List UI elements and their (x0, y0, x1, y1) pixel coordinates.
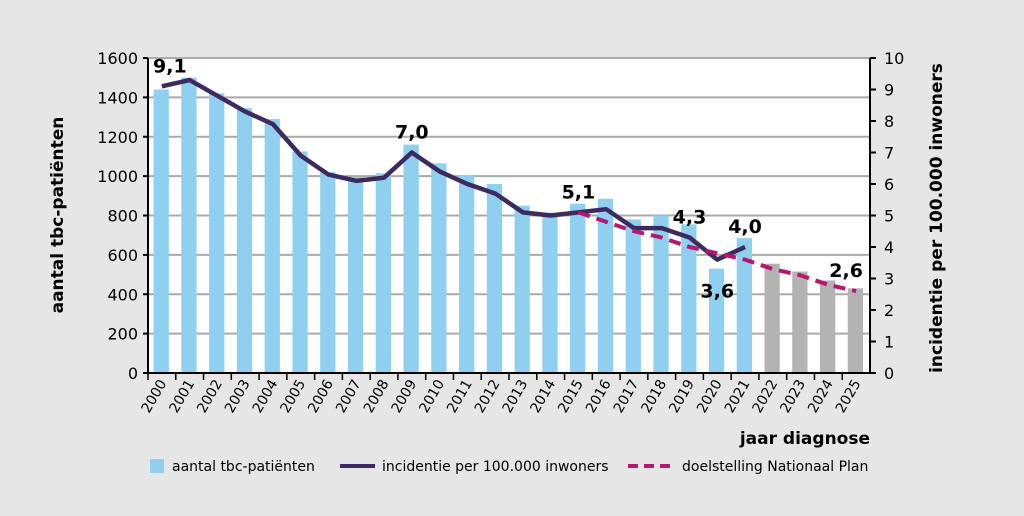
x-tick-label: 2017 (611, 377, 643, 416)
y2-tick-label: 5 (884, 207, 894, 226)
y2-tick-label: 6 (884, 175, 894, 194)
series-line-target (577, 210, 857, 294)
bar-2012 (486, 184, 503, 373)
y-axis-title: aantal tbc-patiënten (48, 117, 68, 314)
x-tick-label: 2003 (222, 377, 254, 416)
x-tick-label: 2016 (583, 377, 615, 416)
y-tick-label: 400 (107, 285, 138, 304)
y2-tick-label: 2 (884, 301, 894, 320)
x-tick-label: 2004 (250, 377, 282, 416)
x-tick-label: 2001 (166, 377, 198, 416)
y-tick-label: 1600 (97, 49, 138, 68)
series-line-incidence (161, 77, 746, 262)
x-tick-label: 2000 (139, 377, 171, 416)
y2-tick-label: 4 (884, 238, 894, 257)
y-tick-label: 600 (107, 246, 138, 265)
x-axis-title: jaar diagnose (739, 429, 870, 449)
y-tick-label: 0 (128, 364, 138, 383)
data-label: 3,6 (700, 281, 734, 303)
x-tick-label: 2005 (278, 377, 310, 416)
bar-2015 (570, 203, 586, 373)
bar-2021 (736, 238, 752, 373)
bar-2017 (625, 219, 641, 373)
data-label: 9,1 (153, 55, 187, 77)
y2-tick-label: 8 (884, 112, 894, 131)
bar-2003 (236, 108, 253, 373)
x-tick-label: 2018 (639, 377, 671, 416)
data-label: 4,0 (728, 216, 762, 238)
y-tick-label: 200 (107, 325, 138, 344)
data-label: 5,1 (562, 181, 596, 203)
bar-2013 (514, 205, 530, 373)
y2-tick-label: 9 (884, 81, 894, 100)
bar-2024 (820, 280, 836, 373)
y2-tick-label: 3 (884, 270, 894, 289)
bar-2007 (347, 177, 364, 373)
y-tick-label: 1200 (97, 128, 138, 147)
bar-2002 (209, 93, 225, 373)
x-tick-label: 2014 (527, 377, 559, 416)
y2-tick-label: 1 (884, 333, 894, 352)
bar-2023 (792, 271, 808, 373)
x-tick-label: 2009 (389, 377, 421, 416)
bar-2000 (153, 89, 169, 373)
y2-tick-label: 10 (884, 49, 904, 68)
x-tick-label: 2022 (750, 377, 782, 416)
y-tick-label: 1400 (97, 88, 138, 107)
bar-2005 (292, 151, 308, 373)
bar-2020 (708, 268, 725, 373)
x-tick-label: 2012 (472, 377, 504, 416)
x-tick-label: 2007 (333, 377, 365, 416)
legend-swatch-bars (150, 459, 164, 473)
bar-2006 (320, 172, 336, 373)
legend-label-bars: aantal tbc-patiënten (172, 459, 315, 475)
bar-2004 (264, 119, 280, 373)
y-tick-label: 1000 (97, 167, 138, 186)
x-tick-label: 2011 (444, 377, 476, 416)
y2-tick-label: 0 (884, 364, 894, 383)
x-tick-label: 2021 (722, 377, 754, 416)
y2-tick-label: 7 (884, 144, 894, 163)
x-tick-label: 2006 (305, 377, 337, 416)
bar-2014 (542, 212, 558, 373)
y-tick-label: 800 (107, 207, 138, 226)
bar-2011 (459, 175, 475, 373)
x-tick-label: 2002 (194, 377, 226, 416)
bar-2025 (847, 288, 864, 373)
x-tick-label: 2025 (833, 377, 865, 416)
legend-label-target: doelstelling Nationaal Plan (682, 459, 868, 475)
x-tick-label: 2013 (500, 377, 532, 416)
bar-2018 (653, 215, 669, 373)
x-tick-label: 2008 (361, 377, 393, 416)
x-tick-label: 2010 (416, 377, 448, 416)
bar-2008 (375, 173, 391, 373)
x-tick-label: 2020 (694, 377, 726, 416)
x-tick-label: 2019 (666, 377, 698, 416)
bar-2022 (764, 263, 780, 373)
x-tick-label: 2024 (805, 377, 837, 416)
x-tick-label: 2015 (555, 377, 587, 416)
data-label: 4,3 (673, 207, 707, 229)
y2-axis-title: incidentie per 100.000 inwoners (927, 63, 947, 373)
x-tick-label: 2023 (777, 377, 809, 416)
bar-2010 (431, 163, 447, 373)
bar-2016 (597, 198, 614, 373)
legend-label-incidence: incidentie per 100.000 inwoners (382, 459, 609, 475)
data-label: 7,0 (395, 122, 429, 144)
data-label: 2,6 (829, 260, 863, 282)
bar-2019 (681, 224, 697, 373)
bar-2001 (181, 77, 197, 373)
bar-2009 (403, 144, 419, 373)
